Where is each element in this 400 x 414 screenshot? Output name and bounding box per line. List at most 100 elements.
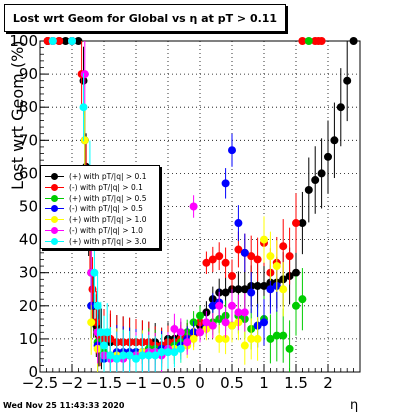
data-point	[266, 285, 275, 294]
x-tick-label: 0	[195, 374, 205, 392]
data-point	[189, 202, 198, 211]
timestamp-footer: Wed Nov 25 11:43:33 2020	[3, 401, 125, 410]
data-point	[234, 219, 243, 228]
legend-marker	[51, 194, 58, 202]
legend-label: (-) with pT/|q| > 0.5	[69, 204, 143, 214]
data-point	[260, 318, 268, 327]
data-point	[215, 252, 224, 261]
y-tick-label: 30	[19, 264, 38, 282]
data-point	[164, 348, 172, 357]
data-point	[311, 176, 320, 185]
legend-marker	[51, 216, 58, 224]
data-point	[221, 288, 230, 297]
data-point	[292, 219, 300, 228]
legend-entry: (-) with pT/|q| > 0.1	[41, 182, 159, 193]
data-point	[279, 242, 288, 251]
legend-marker	[51, 183, 58, 191]
data-point	[176, 328, 185, 337]
data-point	[260, 235, 268, 244]
data-point	[100, 341, 108, 350]
data-point	[279, 331, 288, 340]
data-point	[96, 328, 105, 337]
x-tick-label: 1	[259, 374, 269, 392]
data-point	[151, 351, 160, 360]
data-point	[317, 37, 326, 45]
data-point	[272, 331, 281, 340]
data-point	[87, 318, 96, 327]
y-tick-label: 10	[19, 330, 38, 348]
data-point	[285, 252, 294, 261]
chart-title-text: Lost wrt Geom for Global vs η at pT > 0.…	[12, 11, 278, 25]
legend-entry: (+) with pT/|q| > 0.1	[41, 171, 159, 182]
legend-marker	[51, 205, 58, 213]
data-point	[228, 301, 236, 310]
data-point	[208, 321, 217, 330]
data-point	[208, 255, 217, 264]
data-point	[292, 268, 300, 277]
legend-entry: (+) with pT/|q| > 1.0	[41, 214, 159, 225]
x-tick-label: 2	[323, 374, 333, 392]
data-point	[253, 334, 262, 343]
legend-entry: (-) with pT/|q| > 1.0	[41, 225, 159, 236]
y-tick-label: 60	[19, 164, 38, 182]
data-point	[90, 268, 99, 277]
data-point	[157, 348, 166, 357]
data-point	[266, 334, 275, 343]
legend-label: (+) with pT/|q| > 1.0	[69, 215, 147, 225]
x-tick-label: −2.5	[22, 374, 58, 392]
y-tick-label: 40	[19, 231, 38, 249]
data-point	[132, 354, 140, 363]
data-point	[68, 37, 76, 45]
legend-label: (+) with pT/|q| > 0.1	[69, 172, 147, 181]
y-tick-label: 0	[28, 363, 38, 381]
data-point	[196, 311, 204, 320]
legend-label: (-) with pT/|q| > 1.0	[69, 226, 143, 235]
data-point	[285, 344, 294, 353]
data-point	[324, 152, 332, 161]
data-point	[170, 324, 179, 333]
data-point	[221, 258, 230, 267]
data-point	[208, 301, 217, 310]
legend-marker	[51, 227, 58, 234]
data-point	[221, 318, 230, 327]
data-point	[215, 334, 224, 343]
data-point	[240, 285, 249, 294]
data-point	[343, 76, 352, 85]
data-point	[260, 281, 268, 290]
data-point	[79, 103, 88, 112]
y-tick-label: 100	[9, 32, 38, 50]
legend-label: (+) with pT/|q| > 0.5	[69, 193, 147, 203]
data-point	[240, 308, 249, 317]
data-point	[240, 248, 249, 257]
data-point	[228, 146, 236, 155]
data-point	[202, 258, 211, 267]
data-point	[247, 334, 256, 343]
data-point	[253, 281, 262, 290]
data-point	[183, 338, 192, 347]
data-point	[317, 169, 326, 178]
y-tick-label: 90	[19, 65, 38, 83]
data-point	[88, 285, 97, 294]
data-point	[48, 37, 57, 45]
data-point	[298, 295, 307, 304]
x-tick-label: −0.5	[150, 374, 186, 392]
data-point	[266, 252, 275, 261]
x-axis-title: η	[350, 398, 359, 413]
data-point	[221, 179, 230, 188]
data-point	[240, 341, 249, 350]
data-point	[228, 321, 236, 330]
y-axis-title: Lost wrt Geom (%)	[8, 40, 27, 190]
data-point	[292, 301, 300, 310]
legend-marker	[51, 173, 58, 180]
x-tick-label: 0.5	[220, 374, 244, 392]
data-point	[234, 285, 243, 294]
data-point	[330, 136, 339, 145]
data-point	[119, 351, 128, 360]
data-point	[144, 351, 153, 360]
data-point	[336, 103, 345, 112]
data-point	[304, 185, 313, 194]
y-tick-label: 70	[19, 131, 38, 149]
data-point	[74, 37, 83, 45]
x-tick-label: −2	[61, 374, 83, 392]
